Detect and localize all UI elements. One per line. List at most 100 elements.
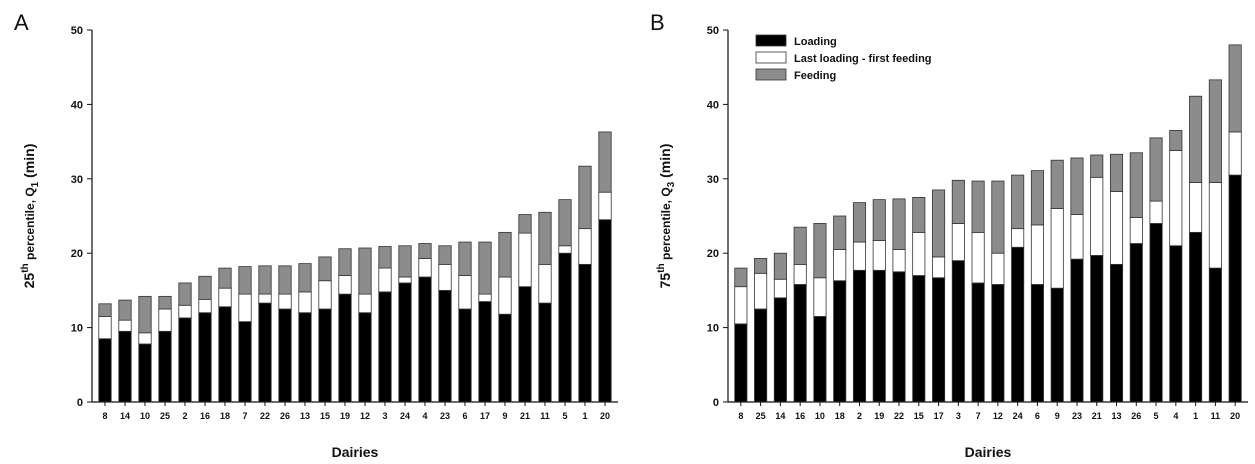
bar-segment-last-loading-first-feeding [1011,228,1025,248]
bar-segment-feeding [1070,157,1084,215]
y-axis-title: 25th percentile, Q1 (min) [20,144,41,289]
bar-segment-last-loading-first-feeding [558,245,572,254]
x-tick-label: 13 [1112,411,1122,421]
bar-segment-feeding [971,180,985,233]
bar-segment-last-loading-first-feeding [338,275,352,295]
bar-segment-feeding [138,295,152,334]
bar-segment-feeding [1109,153,1124,192]
bar-segment-feeding [1189,95,1203,183]
bar-segment-feeding [178,282,192,306]
y-tick-label: 30 [71,174,83,186]
x-tick-label: 24 [1013,411,1023,421]
bar-segment-loading [852,269,867,403]
bar-segment-feeding [518,214,532,234]
x-tick-label: 17 [934,411,944,421]
x-tick-label: 16 [200,411,210,421]
bar-segment-last-loading-first-feeding [278,293,292,310]
bar-segment-feeding [318,256,332,282]
legend-swatch [755,51,787,64]
bar-segment-feeding [338,248,352,276]
bar-segment-loading [1169,245,1183,403]
x-tick-label: 12 [360,411,370,421]
x-tick-label: 7 [976,411,981,421]
bar-segment-loading [971,282,985,403]
bar-segment-feeding [773,252,787,280]
bar-segment-last-loading-first-feeding [198,298,212,314]
bar-segment-feeding [358,247,372,295]
bar-segment-loading [478,301,492,403]
bar-segment-last-loading-first-feeding [438,263,452,291]
bar-segment-loading [1070,258,1084,403]
x-tick-label: 21 [1092,411,1102,421]
y-tick-label: 0 [77,397,83,409]
x-axis-title: Dairies [332,444,379,460]
bar-segment-loading [813,316,827,403]
x-tick-label: 4 [1173,411,1178,421]
bar-segment-loading [1030,284,1044,403]
x-tick-label: 17 [480,411,490,421]
x-tick-label: 15 [320,411,330,421]
bar-segment-last-loading-first-feeding [852,241,867,271]
bar-segment-feeding [852,202,867,243]
bar-segment-feeding [558,199,572,247]
bar-segment-feeding [538,211,552,265]
x-tick-label: 23 [1072,411,1082,421]
bar-segment-loading [1090,255,1104,403]
bar-segment-loading [1109,263,1124,403]
bar-segment-last-loading-first-feeding [1149,200,1163,224]
bar-segment-feeding [793,226,807,265]
bar-segment-loading [458,308,472,403]
bar-segment-last-loading-first-feeding [773,278,787,299]
bar-segment-loading [1050,287,1064,403]
bar-segment-last-loading-first-feeding [892,249,906,273]
bar-segment-last-loading-first-feeding [833,249,847,282]
bar-segment-loading [793,284,807,403]
bar-segment-last-loading-first-feeding [218,287,232,308]
x-axis-title: Dairies [965,444,1012,460]
x-tick-label: 5 [562,411,567,421]
x-tick-label: 1 [1193,411,1198,421]
bar-segment-last-loading-first-feeding [498,276,512,315]
bar-segment-loading [912,275,926,403]
bar-segment-last-loading-first-feeding [238,293,252,323]
bar-segment-loading [198,312,212,403]
bar-segment-feeding [1030,170,1044,226]
bar-segment-last-loading-first-feeding [118,319,132,332]
bar-segment-feeding [754,258,768,274]
bar-segment-loading [278,308,292,403]
bar-segment-loading [991,284,1005,403]
bar-segment-last-loading-first-feeding [98,316,112,340]
bar-segment-last-loading-first-feeding [398,276,412,284]
x-tick-label: 6 [1035,411,1040,421]
bar-segment-last-loading-first-feeding [912,231,926,276]
bar-segment-last-loading-first-feeding [932,256,946,279]
x-tick-label: 22 [260,411,270,421]
bar-segment-feeding [932,189,946,258]
x-tick-label: 23 [440,411,450,421]
bar-segment-loading [338,293,352,403]
bar-segment-loading [318,308,332,403]
y-tick-label: 10 [71,323,83,335]
bar-segment-last-loading-first-feeding [971,231,985,284]
bar-segment-loading [518,286,532,403]
bar-segment-loading [872,269,886,403]
bar-segment-last-loading-first-feeding [258,293,272,304]
bar-segment-feeding [278,265,292,295]
legend-label: Last loading - first feeding [794,53,932,65]
x-tick-label: 24 [400,411,410,421]
y-tick-label: 20 [71,248,83,260]
bar-segment-loading [734,323,748,403]
bar-segment-loading [238,321,252,403]
legend-label: Feeding [794,70,836,82]
bar-segment-feeding [218,267,232,289]
bar-segment-loading [398,282,412,403]
bar-segment-loading [418,276,432,403]
bar-segment-feeding [478,241,492,295]
x-tick-label: 7 [242,411,247,421]
bar-segment-last-loading-first-feeding [872,240,886,271]
bar-segment-last-loading-first-feeding [418,258,432,278]
bar-segment-feeding [498,231,512,278]
bar-segment-feeding [991,180,1005,254]
x-tick-label: 1 [582,411,587,421]
